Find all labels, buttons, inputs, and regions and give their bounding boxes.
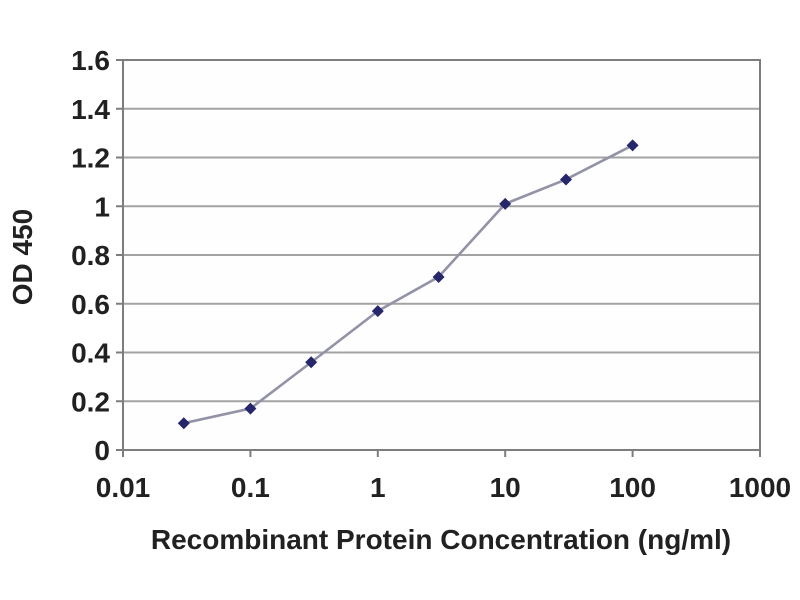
x-tick-label: 0.1 — [231, 472, 270, 503]
y-tick-label: 1.4 — [71, 94, 110, 125]
data-point-marker — [432, 270, 445, 283]
data-point-marker — [559, 173, 572, 186]
y-tick-label: 0.4 — [71, 338, 110, 369]
x-tick-label: 0.01 — [96, 472, 151, 503]
gridlines — [123, 107, 760, 403]
data-point-marker — [626, 139, 639, 152]
x-tick-labels: 0.01 0.1 1 10 100 1000 — [96, 472, 791, 503]
y-tick-label: 0 — [94, 435, 110, 466]
data-line — [183, 144, 634, 425]
x-tick-label: 1000 — [729, 472, 791, 503]
data-point-marker — [177, 417, 190, 430]
plot-border — [122, 59, 761, 451]
axis-ticks — [116, 59, 761, 457]
y-tick-label: 1.2 — [71, 143, 110, 174]
x-tick-label: 1 — [370, 472, 386, 503]
x-tick-label: 100 — [609, 472, 656, 503]
data-point-marker — [244, 402, 257, 415]
y-tick-labels: 0 0.2 0.4 0.6 0.8 1 1.2 1.4 1.6 — [71, 45, 110, 466]
y-tick-label: 0.6 — [71, 289, 110, 320]
y-tick-label: 1 — [94, 191, 110, 222]
data-point-markers — [177, 139, 639, 430]
data-point-marker — [305, 356, 318, 369]
y-axis-title: OD 450 — [7, 209, 38, 306]
y-tick-label: 0.2 — [71, 386, 110, 417]
x-tick-label: 10 — [490, 472, 521, 503]
y-tick-label: 0.8 — [71, 240, 110, 271]
y-tick-label: 1.6 — [71, 45, 110, 76]
x-axis-title: Recombinant Protein Concentration (ng/ml… — [151, 524, 731, 555]
data-point-marker — [499, 197, 512, 210]
data-point-marker — [371, 305, 384, 318]
